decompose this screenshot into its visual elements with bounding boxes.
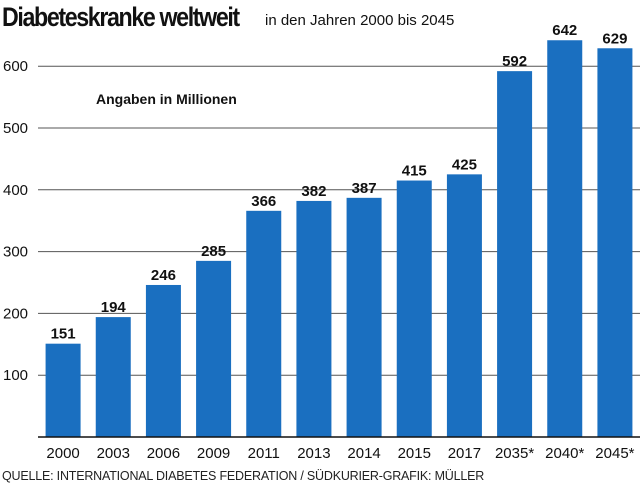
bar — [346, 197, 382, 437]
value-label: 246 — [151, 267, 176, 284]
gridlines — [38, 65, 640, 376]
x-tick-label: 2040* — [545, 445, 584, 462]
x-tick-label: 2000 — [46, 445, 79, 462]
value-label: 592 — [502, 53, 527, 70]
y-tick-label: 200 — [3, 305, 28, 322]
x-tick-label: 2011 — [248, 445, 280, 462]
value-label: 425 — [452, 156, 477, 173]
bar — [145, 284, 181, 437]
y-tick-label: 100 — [3, 367, 28, 384]
x-tick-label: 2013 — [297, 445, 330, 462]
chart-title-block: Diabeteskranke weltweit — [2, 2, 277, 33]
value-label: 151 — [51, 326, 76, 343]
value-label: 415 — [402, 163, 427, 180]
value-label: 642 — [552, 22, 577, 39]
x-tick-label: 2045* — [595, 445, 634, 462]
y-tick-label: 400 — [3, 182, 28, 199]
bar — [446, 174, 482, 437]
bar — [246, 210, 282, 437]
x-tick-label: 2035* — [495, 445, 534, 462]
chart-subtitle: in den Jahren 2000 bis 2045 — [265, 12, 455, 29]
x-tick-label: 2006 — [147, 445, 180, 462]
chart-title: Diabeteskranke weltweit — [2, 2, 240, 32]
x-tick-label: 2017 — [448, 445, 481, 462]
y-tick-label: 500 — [3, 120, 28, 137]
bar — [45, 343, 81, 437]
bar — [296, 200, 332, 437]
bar — [547, 40, 583, 438]
value-label: 194 — [101, 299, 127, 316]
unit-note: Angaben in Millionen — [96, 91, 237, 107]
y-tick-label: 600 — [3, 58, 28, 75]
x-axis-labels: 2000 2003 2006 2009 2011 2013 2014 2015 2017 2035… — [46, 445, 634, 462]
bar — [497, 71, 533, 438]
x-tick-label: 2003 — [97, 445, 130, 462]
y-tick-label: 300 — [3, 244, 28, 261]
y-axis-ticks: 100 200 300 400 500 600 — [3, 58, 28, 384]
value-label: 382 — [301, 183, 326, 200]
bar — [196, 260, 232, 437]
bar — [95, 317, 131, 437]
value-labels: 151 194 246 285 366 382 387 415 425 592 642 629 — [51, 22, 628, 342]
bar — [597, 48, 633, 437]
bar — [396, 180, 432, 437]
value-label: 629 — [602, 30, 627, 47]
value-label: 387 — [352, 180, 377, 197]
value-label: 285 — [201, 243, 226, 260]
source-credit: QUELLE: INTERNATIONAL DIABETES FEDERATIO… — [2, 469, 485, 483]
x-tick-label: 2009 — [197, 445, 230, 462]
value-label: 366 — [251, 193, 276, 210]
bars — [45, 40, 633, 438]
x-tick-label: 2014 — [347, 445, 380, 462]
x-tick-label: 2015 — [398, 445, 431, 462]
